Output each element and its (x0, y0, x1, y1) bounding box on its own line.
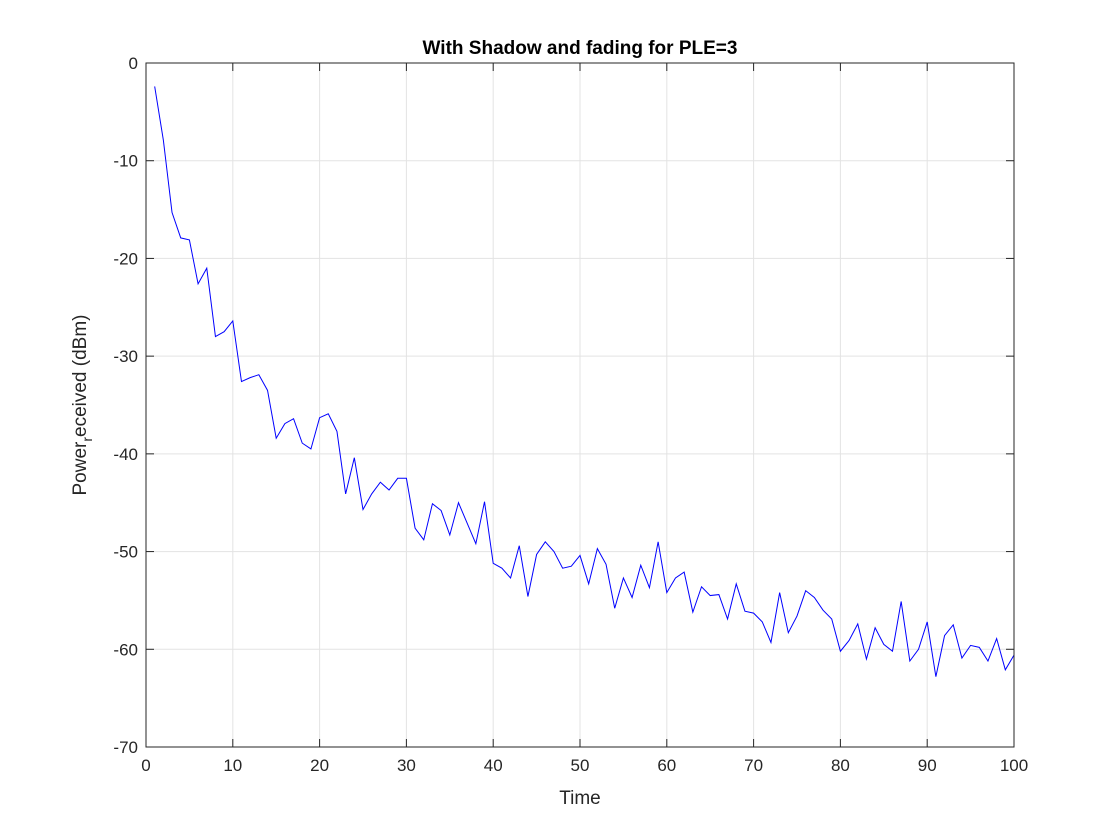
x-tick-label: 40 (484, 756, 503, 775)
x-tick-label: 80 (831, 756, 850, 775)
x-tick-label: 20 (310, 756, 329, 775)
series-line (154, 86, 1015, 677)
x-tick-labels: 0 10 20 30 40 50 60 70 80 90 100 (141, 756, 1028, 775)
series-layer (154, 86, 1015, 677)
y-tick-labels: 0 -10 -20 -30 -40 -50 -60 -70 (113, 54, 138, 757)
y-tick-label: -60 (113, 640, 138, 659)
y-tick-label: -30 (113, 347, 138, 366)
y-tick-label: -40 (113, 445, 138, 464)
y-tick-label: -20 (113, 249, 138, 268)
chart-title: With Shadow and fading for PLE=3 (423, 38, 738, 59)
y-tick-label: 0 (129, 54, 138, 73)
y-tick-label: -70 (113, 738, 138, 757)
x-tick-label: 0 (141, 756, 150, 775)
x-tick-label: 100 (1000, 756, 1028, 775)
y-axis-label-subscript: r (79, 437, 95, 442)
y-tick-label: -50 (113, 543, 138, 562)
x-tick-label: 50 (571, 756, 590, 775)
y-axis-label-rest: eceived (dBm) (70, 314, 91, 437)
tick-marks (145, 62, 1015, 748)
x-tick-label: 60 (657, 756, 676, 775)
x-tick-label: 10 (223, 756, 242, 775)
x-tick-label: 70 (744, 756, 763, 775)
x-tick-label: 30 (397, 756, 416, 775)
x-tick-label: 90 (918, 756, 937, 775)
y-tick-label: -10 (113, 152, 138, 171)
x-axis-label: Time (559, 788, 601, 809)
y-axis-label-main: Power (70, 441, 91, 496)
y-axis-label: Powerreceived (dBm) (70, 314, 95, 495)
